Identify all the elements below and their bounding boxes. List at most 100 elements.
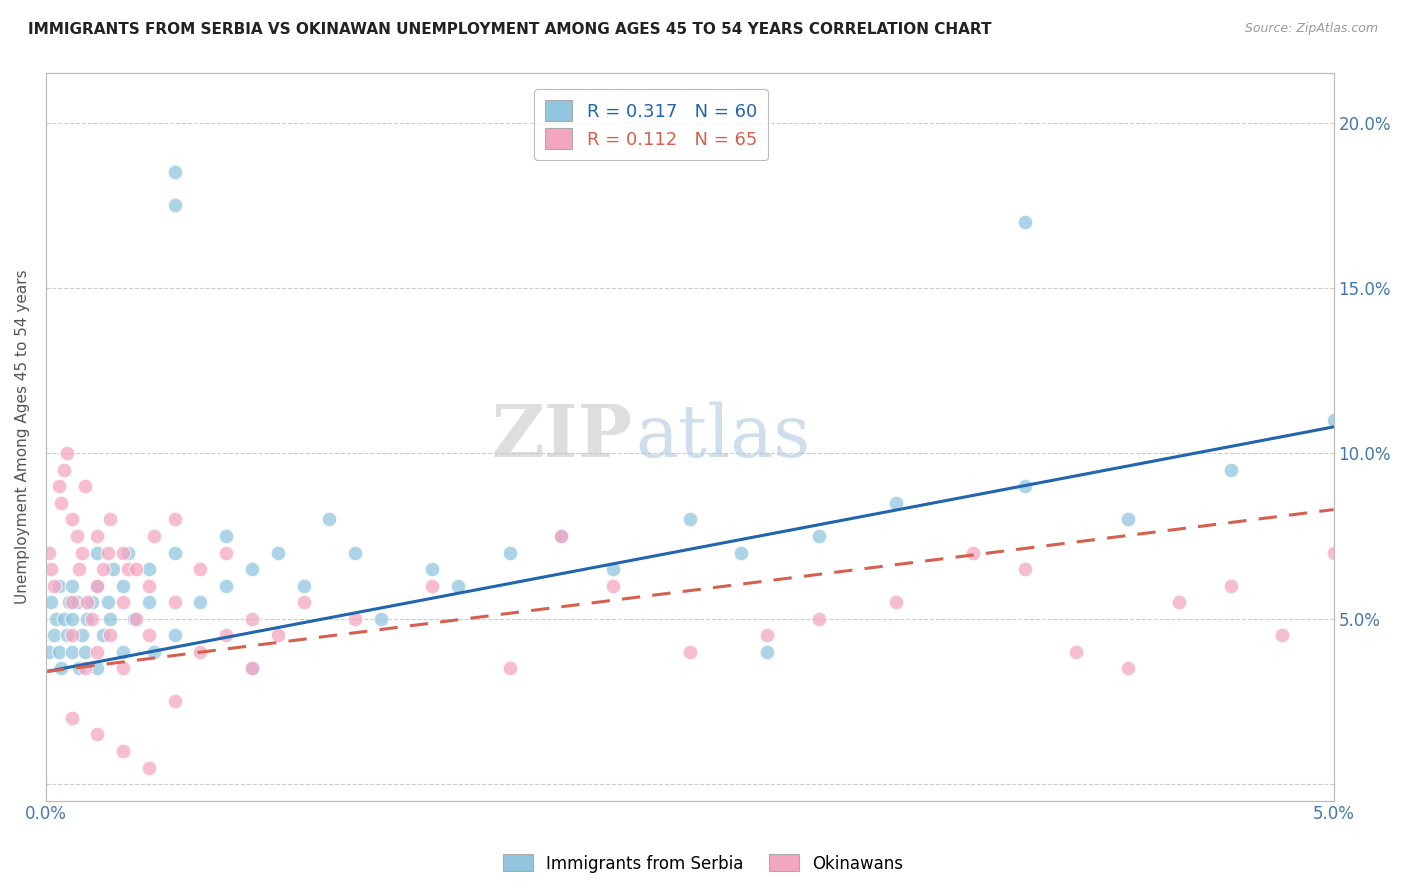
Point bbox=[82, 612, 104, 626]
Point bbox=[1014, 215, 1036, 229]
Point bbox=[163, 694, 186, 708]
Point bbox=[190, 562, 212, 576]
Point bbox=[60, 579, 83, 593]
Point bbox=[143, 645, 166, 659]
Point bbox=[1014, 479, 1036, 493]
Point bbox=[240, 612, 263, 626]
Text: atlas: atlas bbox=[636, 401, 811, 472]
Point bbox=[51, 496, 73, 510]
Point bbox=[1323, 545, 1346, 559]
Point bbox=[602, 579, 624, 593]
Point bbox=[91, 562, 114, 576]
Point bbox=[240, 661, 263, 675]
Point bbox=[73, 645, 96, 659]
Point bbox=[756, 645, 779, 659]
Point bbox=[1168, 595, 1191, 609]
Point bbox=[138, 628, 160, 642]
Point bbox=[370, 612, 392, 626]
Point bbox=[117, 562, 139, 576]
Point bbox=[240, 562, 263, 576]
Text: ZIP: ZIP bbox=[491, 401, 631, 472]
Point bbox=[420, 562, 443, 576]
Point bbox=[1116, 661, 1139, 675]
Point bbox=[86, 545, 108, 559]
Point bbox=[138, 562, 160, 576]
Point bbox=[215, 529, 238, 543]
Point bbox=[163, 628, 186, 642]
Point bbox=[86, 727, 108, 741]
Point bbox=[98, 612, 121, 626]
Point bbox=[1219, 463, 1241, 477]
Point bbox=[112, 645, 135, 659]
Point bbox=[163, 595, 186, 609]
Point bbox=[86, 645, 108, 659]
Point bbox=[60, 628, 83, 642]
Point bbox=[1064, 645, 1087, 659]
Point bbox=[55, 446, 77, 460]
Point bbox=[884, 496, 907, 510]
Point bbox=[42, 579, 65, 593]
Point bbox=[117, 545, 139, 559]
Point bbox=[91, 628, 114, 642]
Point bbox=[240, 661, 263, 675]
Y-axis label: Unemployment Among Ages 45 to 54 years: Unemployment Among Ages 45 to 54 years bbox=[15, 269, 30, 604]
Point bbox=[97, 545, 120, 559]
Point bbox=[112, 744, 135, 758]
Point bbox=[498, 545, 520, 559]
Point bbox=[42, 628, 65, 642]
Point bbox=[163, 545, 186, 559]
Point bbox=[60, 645, 83, 659]
Point bbox=[53, 612, 76, 626]
Point bbox=[39, 562, 62, 576]
Point bbox=[38, 645, 60, 659]
Point bbox=[215, 545, 238, 559]
Point bbox=[1271, 628, 1294, 642]
Point bbox=[807, 529, 830, 543]
Point bbox=[343, 612, 366, 626]
Point bbox=[138, 595, 160, 609]
Point bbox=[420, 579, 443, 593]
Point bbox=[730, 545, 752, 559]
Point bbox=[679, 645, 702, 659]
Point bbox=[86, 661, 108, 675]
Point bbox=[76, 595, 98, 609]
Point bbox=[138, 760, 160, 774]
Point bbox=[550, 529, 572, 543]
Point bbox=[756, 628, 779, 642]
Point bbox=[125, 612, 148, 626]
Point bbox=[190, 645, 212, 659]
Point bbox=[602, 562, 624, 576]
Point bbox=[679, 512, 702, 526]
Point bbox=[48, 645, 70, 659]
Point bbox=[215, 579, 238, 593]
Point bbox=[86, 529, 108, 543]
Point bbox=[39, 595, 62, 609]
Point bbox=[143, 529, 166, 543]
Point bbox=[97, 595, 120, 609]
Point bbox=[76, 612, 98, 626]
Point bbox=[69, 661, 91, 675]
Point bbox=[98, 628, 121, 642]
Point bbox=[60, 711, 83, 725]
Point bbox=[884, 595, 907, 609]
Point bbox=[498, 661, 520, 675]
Point bbox=[66, 595, 89, 609]
Point bbox=[343, 545, 366, 559]
Point bbox=[122, 612, 145, 626]
Point bbox=[73, 661, 96, 675]
Point bbox=[60, 612, 83, 626]
Point bbox=[70, 545, 93, 559]
Point bbox=[82, 595, 104, 609]
Point bbox=[101, 562, 124, 576]
Point bbox=[38, 545, 60, 559]
Point bbox=[48, 579, 70, 593]
Point bbox=[807, 612, 830, 626]
Point bbox=[86, 579, 108, 593]
Point bbox=[112, 595, 135, 609]
Point bbox=[1116, 512, 1139, 526]
Point bbox=[163, 512, 186, 526]
Point bbox=[112, 545, 135, 559]
Point bbox=[55, 628, 77, 642]
Point bbox=[163, 198, 186, 212]
Point bbox=[318, 512, 340, 526]
